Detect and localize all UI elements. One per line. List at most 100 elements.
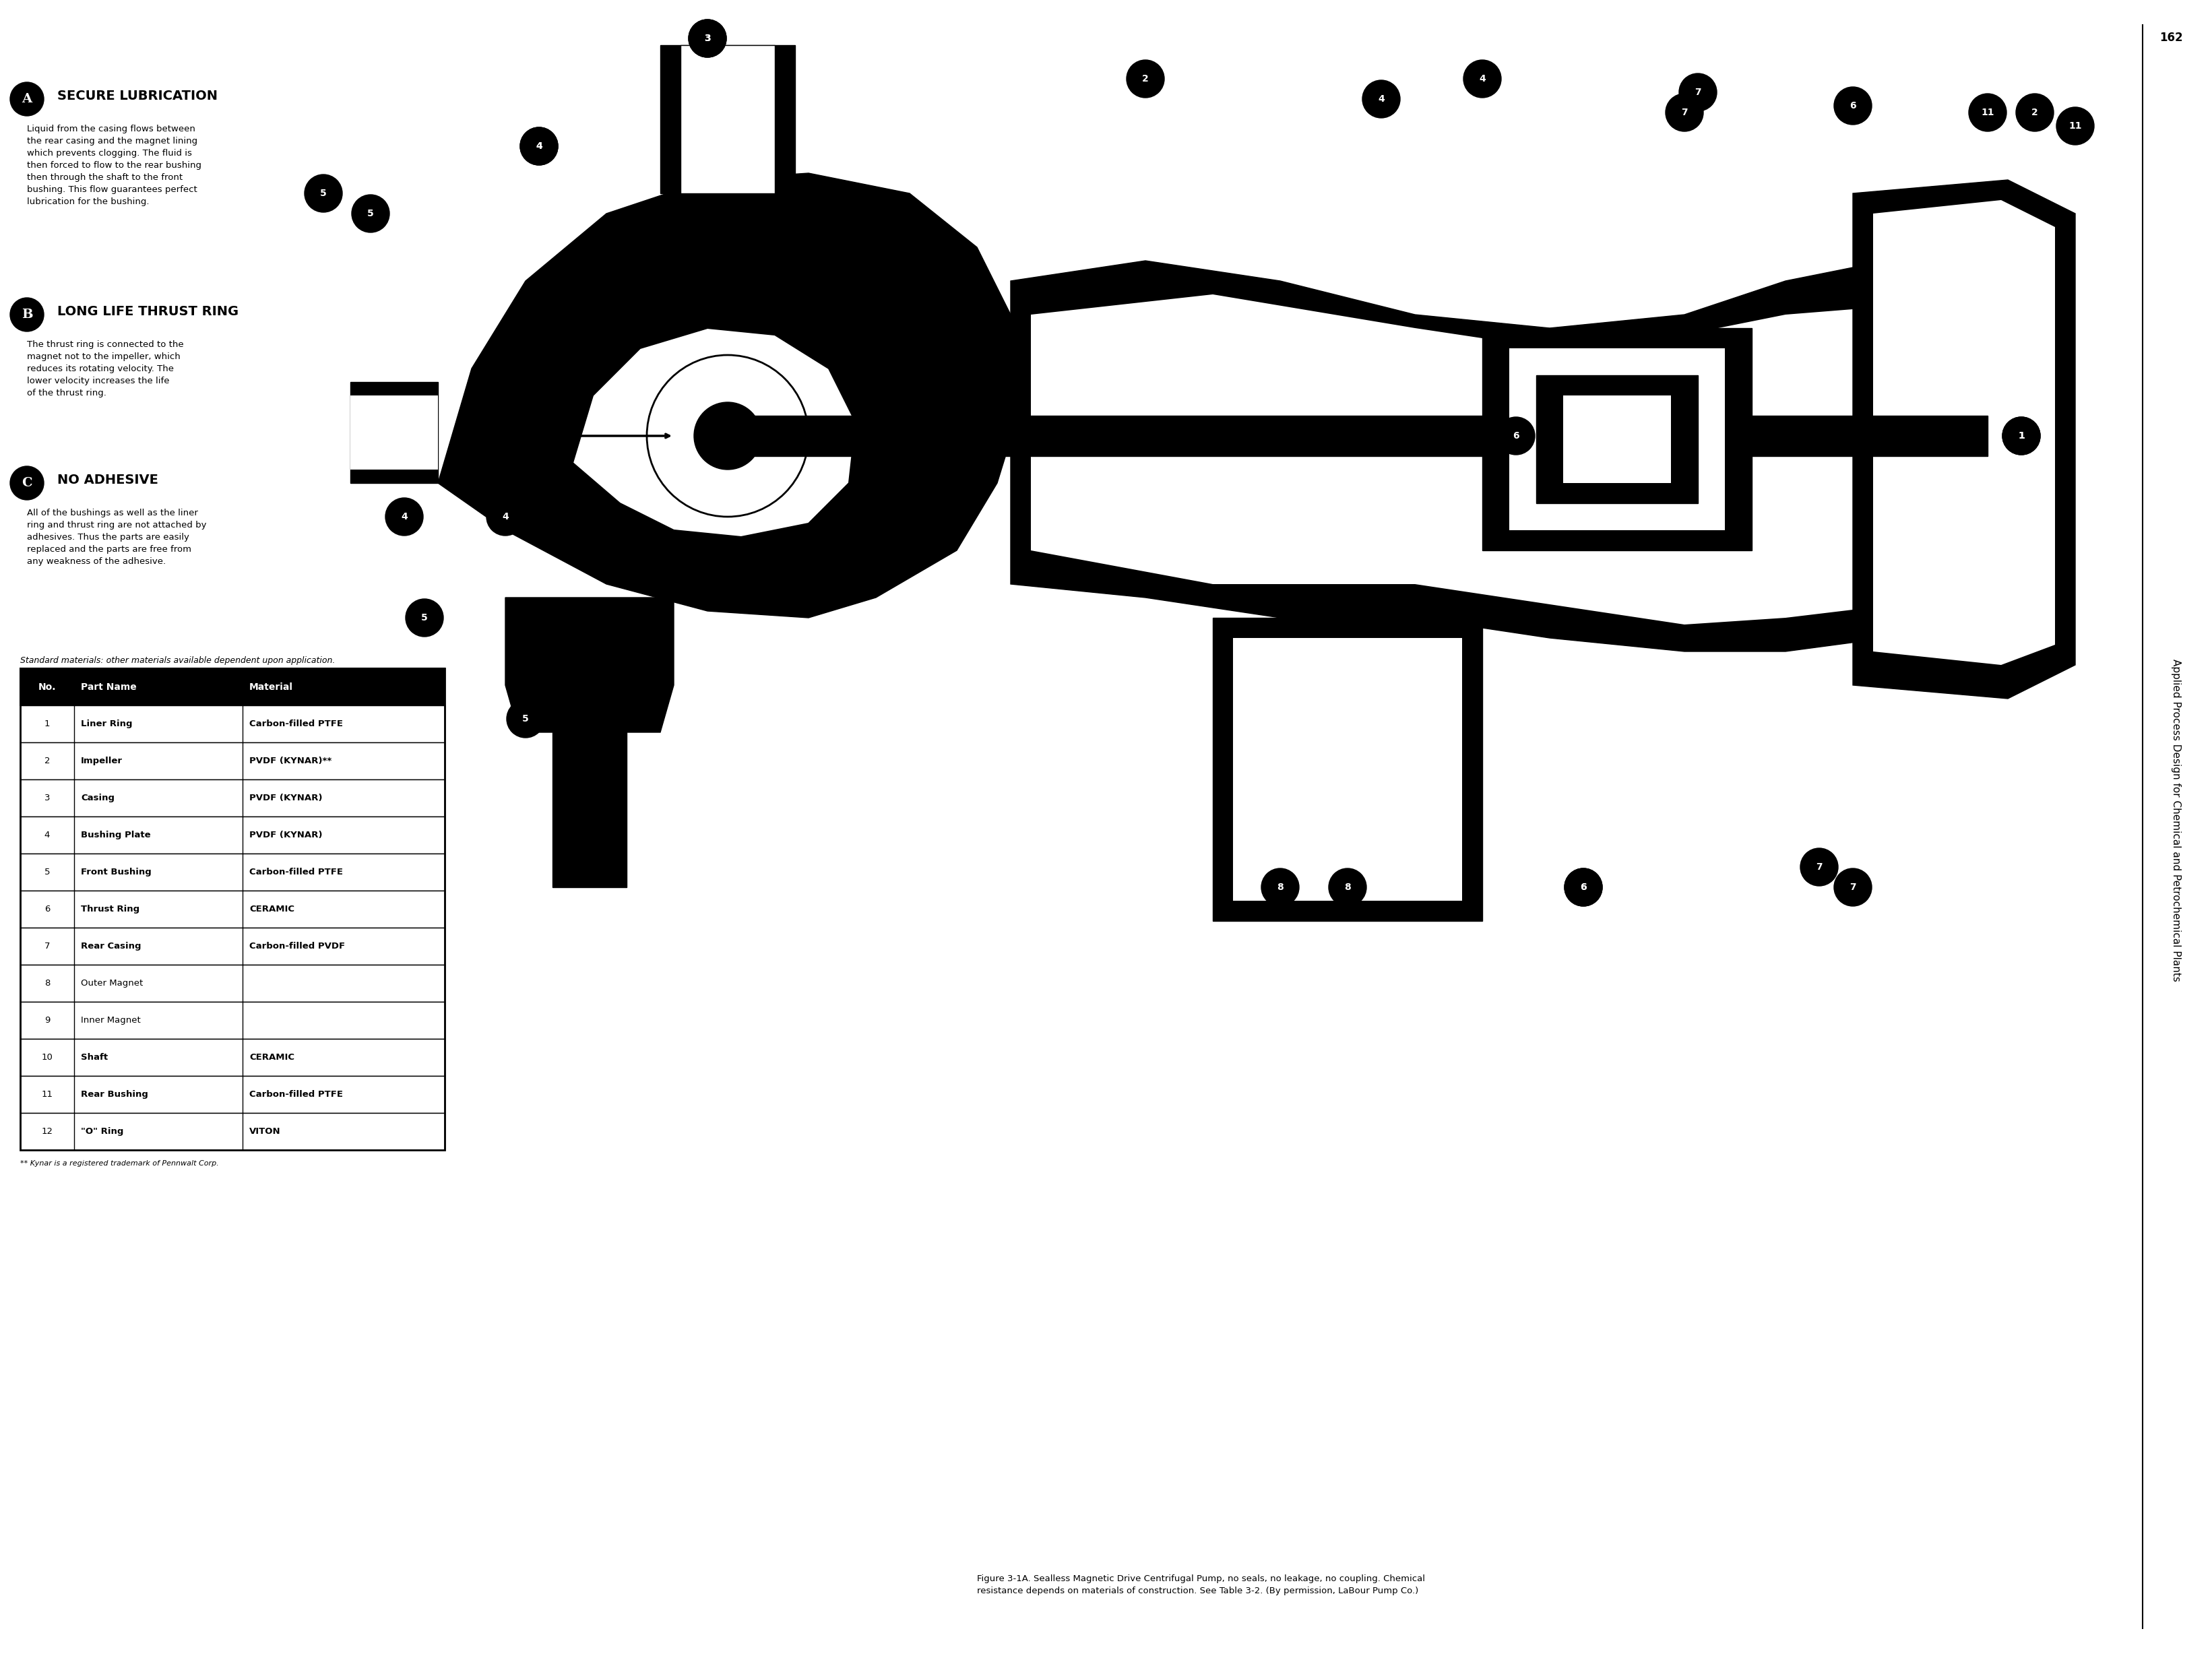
Bar — [20, 1002, 445, 1039]
Text: 162: 162 — [2159, 32, 2183, 43]
Text: 2: 2 — [44, 756, 51, 765]
Text: B: B — [22, 309, 33, 321]
Text: 5: 5 — [420, 613, 427, 623]
Text: 2: 2 — [1141, 75, 1148, 83]
Polygon shape — [1854, 179, 2075, 698]
Text: 4: 4 — [44, 831, 51, 839]
Polygon shape — [1874, 199, 2055, 665]
Text: 5: 5 — [321, 188, 327, 198]
Text: 4: 4 — [502, 512, 509, 522]
Text: Liner Ring: Liner Ring — [82, 720, 133, 728]
Text: 8: 8 — [1276, 883, 1283, 892]
Text: 8: 8 — [44, 979, 51, 987]
Text: 3: 3 — [703, 33, 710, 43]
Polygon shape — [349, 382, 438, 484]
Text: Liquid from the casing flows between
the rear casing and the magnet lining
which: Liquid from the casing flows between the… — [27, 125, 201, 206]
Text: Standard materials: other materials available dependent upon application.: Standard materials: other materials avai… — [20, 656, 336, 665]
Text: 6: 6 — [1579, 883, 1586, 892]
Polygon shape — [1564, 396, 1670, 484]
Text: No.: No. — [38, 681, 55, 691]
Polygon shape — [1212, 618, 1482, 921]
Bar — [20, 1039, 445, 1075]
Text: Inner Magnet: Inner Magnet — [82, 1015, 142, 1025]
Polygon shape — [438, 173, 1024, 618]
Text: Bushing Plate: Bushing Plate — [82, 831, 150, 839]
Circle shape — [2002, 417, 2039, 455]
Text: 4: 4 — [1378, 95, 1385, 103]
Text: All of the bushings as well as the liner
ring and thrust ring are not attached b: All of the bushings as well as the liner… — [27, 509, 206, 565]
Circle shape — [1834, 868, 1871, 906]
Text: 5: 5 — [367, 209, 374, 218]
Text: Front Bushing: Front Bushing — [82, 868, 150, 876]
Circle shape — [688, 20, 726, 57]
Circle shape — [405, 598, 442, 637]
Text: Shaft: Shaft — [82, 1054, 108, 1062]
Bar — [20, 743, 445, 779]
Text: 2: 2 — [2031, 108, 2037, 118]
Circle shape — [1464, 60, 1502, 98]
Circle shape — [520, 128, 557, 165]
Text: NO ADHESIVE: NO ADHESIVE — [58, 474, 159, 485]
Circle shape — [1969, 93, 2006, 131]
Text: 7: 7 — [1849, 883, 1856, 892]
Polygon shape — [1232, 638, 1462, 901]
Circle shape — [1329, 868, 1367, 906]
Circle shape — [695, 402, 761, 470]
Polygon shape — [1535, 376, 1699, 504]
Bar — [20, 891, 445, 927]
Polygon shape — [553, 733, 626, 888]
Text: CERAMIC: CERAMIC — [250, 1054, 294, 1062]
Polygon shape — [1031, 294, 1953, 625]
Text: 3: 3 — [703, 33, 710, 43]
Text: 1: 1 — [2017, 430, 2024, 440]
Polygon shape — [349, 396, 438, 470]
Text: Impeller: Impeller — [82, 756, 122, 765]
Text: Part Name: Part Name — [82, 681, 137, 691]
Text: 4: 4 — [535, 141, 542, 151]
Circle shape — [11, 467, 44, 500]
Polygon shape — [661, 45, 794, 193]
Circle shape — [1363, 80, 1400, 118]
Text: 3: 3 — [44, 794, 51, 803]
Circle shape — [1801, 848, 1838, 886]
Bar — [20, 779, 445, 816]
Text: 7: 7 — [44, 942, 51, 951]
Text: 7: 7 — [1681, 108, 1688, 118]
Text: PVDF (KYNAR): PVDF (KYNAR) — [250, 794, 323, 803]
Text: CERAMIC: CERAMIC — [250, 904, 294, 914]
Circle shape — [1834, 86, 1871, 125]
Bar — [20, 1114, 445, 1150]
Circle shape — [352, 194, 389, 233]
Polygon shape — [573, 327, 856, 537]
Bar — [20, 705, 445, 743]
Circle shape — [646, 356, 810, 517]
Text: Thrust Ring: Thrust Ring — [82, 904, 139, 914]
Text: 11: 11 — [1982, 108, 1995, 118]
Circle shape — [520, 128, 557, 165]
Text: 9: 9 — [44, 1015, 51, 1025]
Circle shape — [305, 175, 343, 213]
Text: Rear Casing: Rear Casing — [82, 942, 142, 951]
Text: The thrust ring is connected to the
magnet not to the impeller, which
reduces it: The thrust ring is connected to the magn… — [27, 341, 184, 397]
Text: Carbon-filled PTFE: Carbon-filled PTFE — [250, 1090, 343, 1099]
Text: 12: 12 — [42, 1127, 53, 1135]
Text: "O" Ring: "O" Ring — [82, 1127, 124, 1135]
Text: 11: 11 — [2068, 121, 2081, 131]
Circle shape — [1666, 93, 1703, 131]
Bar — [20, 964, 445, 1002]
Text: 6: 6 — [1849, 101, 1856, 110]
Text: 7: 7 — [1694, 88, 1701, 96]
Text: 1: 1 — [2017, 430, 2024, 440]
Text: A: A — [22, 93, 31, 105]
Circle shape — [688, 20, 726, 57]
Polygon shape — [741, 416, 1989, 455]
Text: 5: 5 — [522, 715, 529, 723]
Text: 4: 4 — [1480, 75, 1486, 83]
Polygon shape — [1011, 261, 1989, 652]
Text: Applied Process Design for Chemical and Petrochemical Plants: Applied Process Design for Chemical and … — [2172, 658, 2181, 981]
Text: ** Kynar is a registered trademark of Pennwalt Corp.: ** Kynar is a registered trademark of Pe… — [20, 1160, 219, 1167]
Polygon shape — [504, 598, 675, 733]
Text: Rear Bushing: Rear Bushing — [82, 1090, 148, 1099]
Text: Figure 3-1A. Sealless Magnetic Drive Centrifugal Pump, no seals, no leakage, no : Figure 3-1A. Sealless Magnetic Drive Cen… — [978, 1574, 1425, 1596]
Bar — [20, 668, 445, 705]
